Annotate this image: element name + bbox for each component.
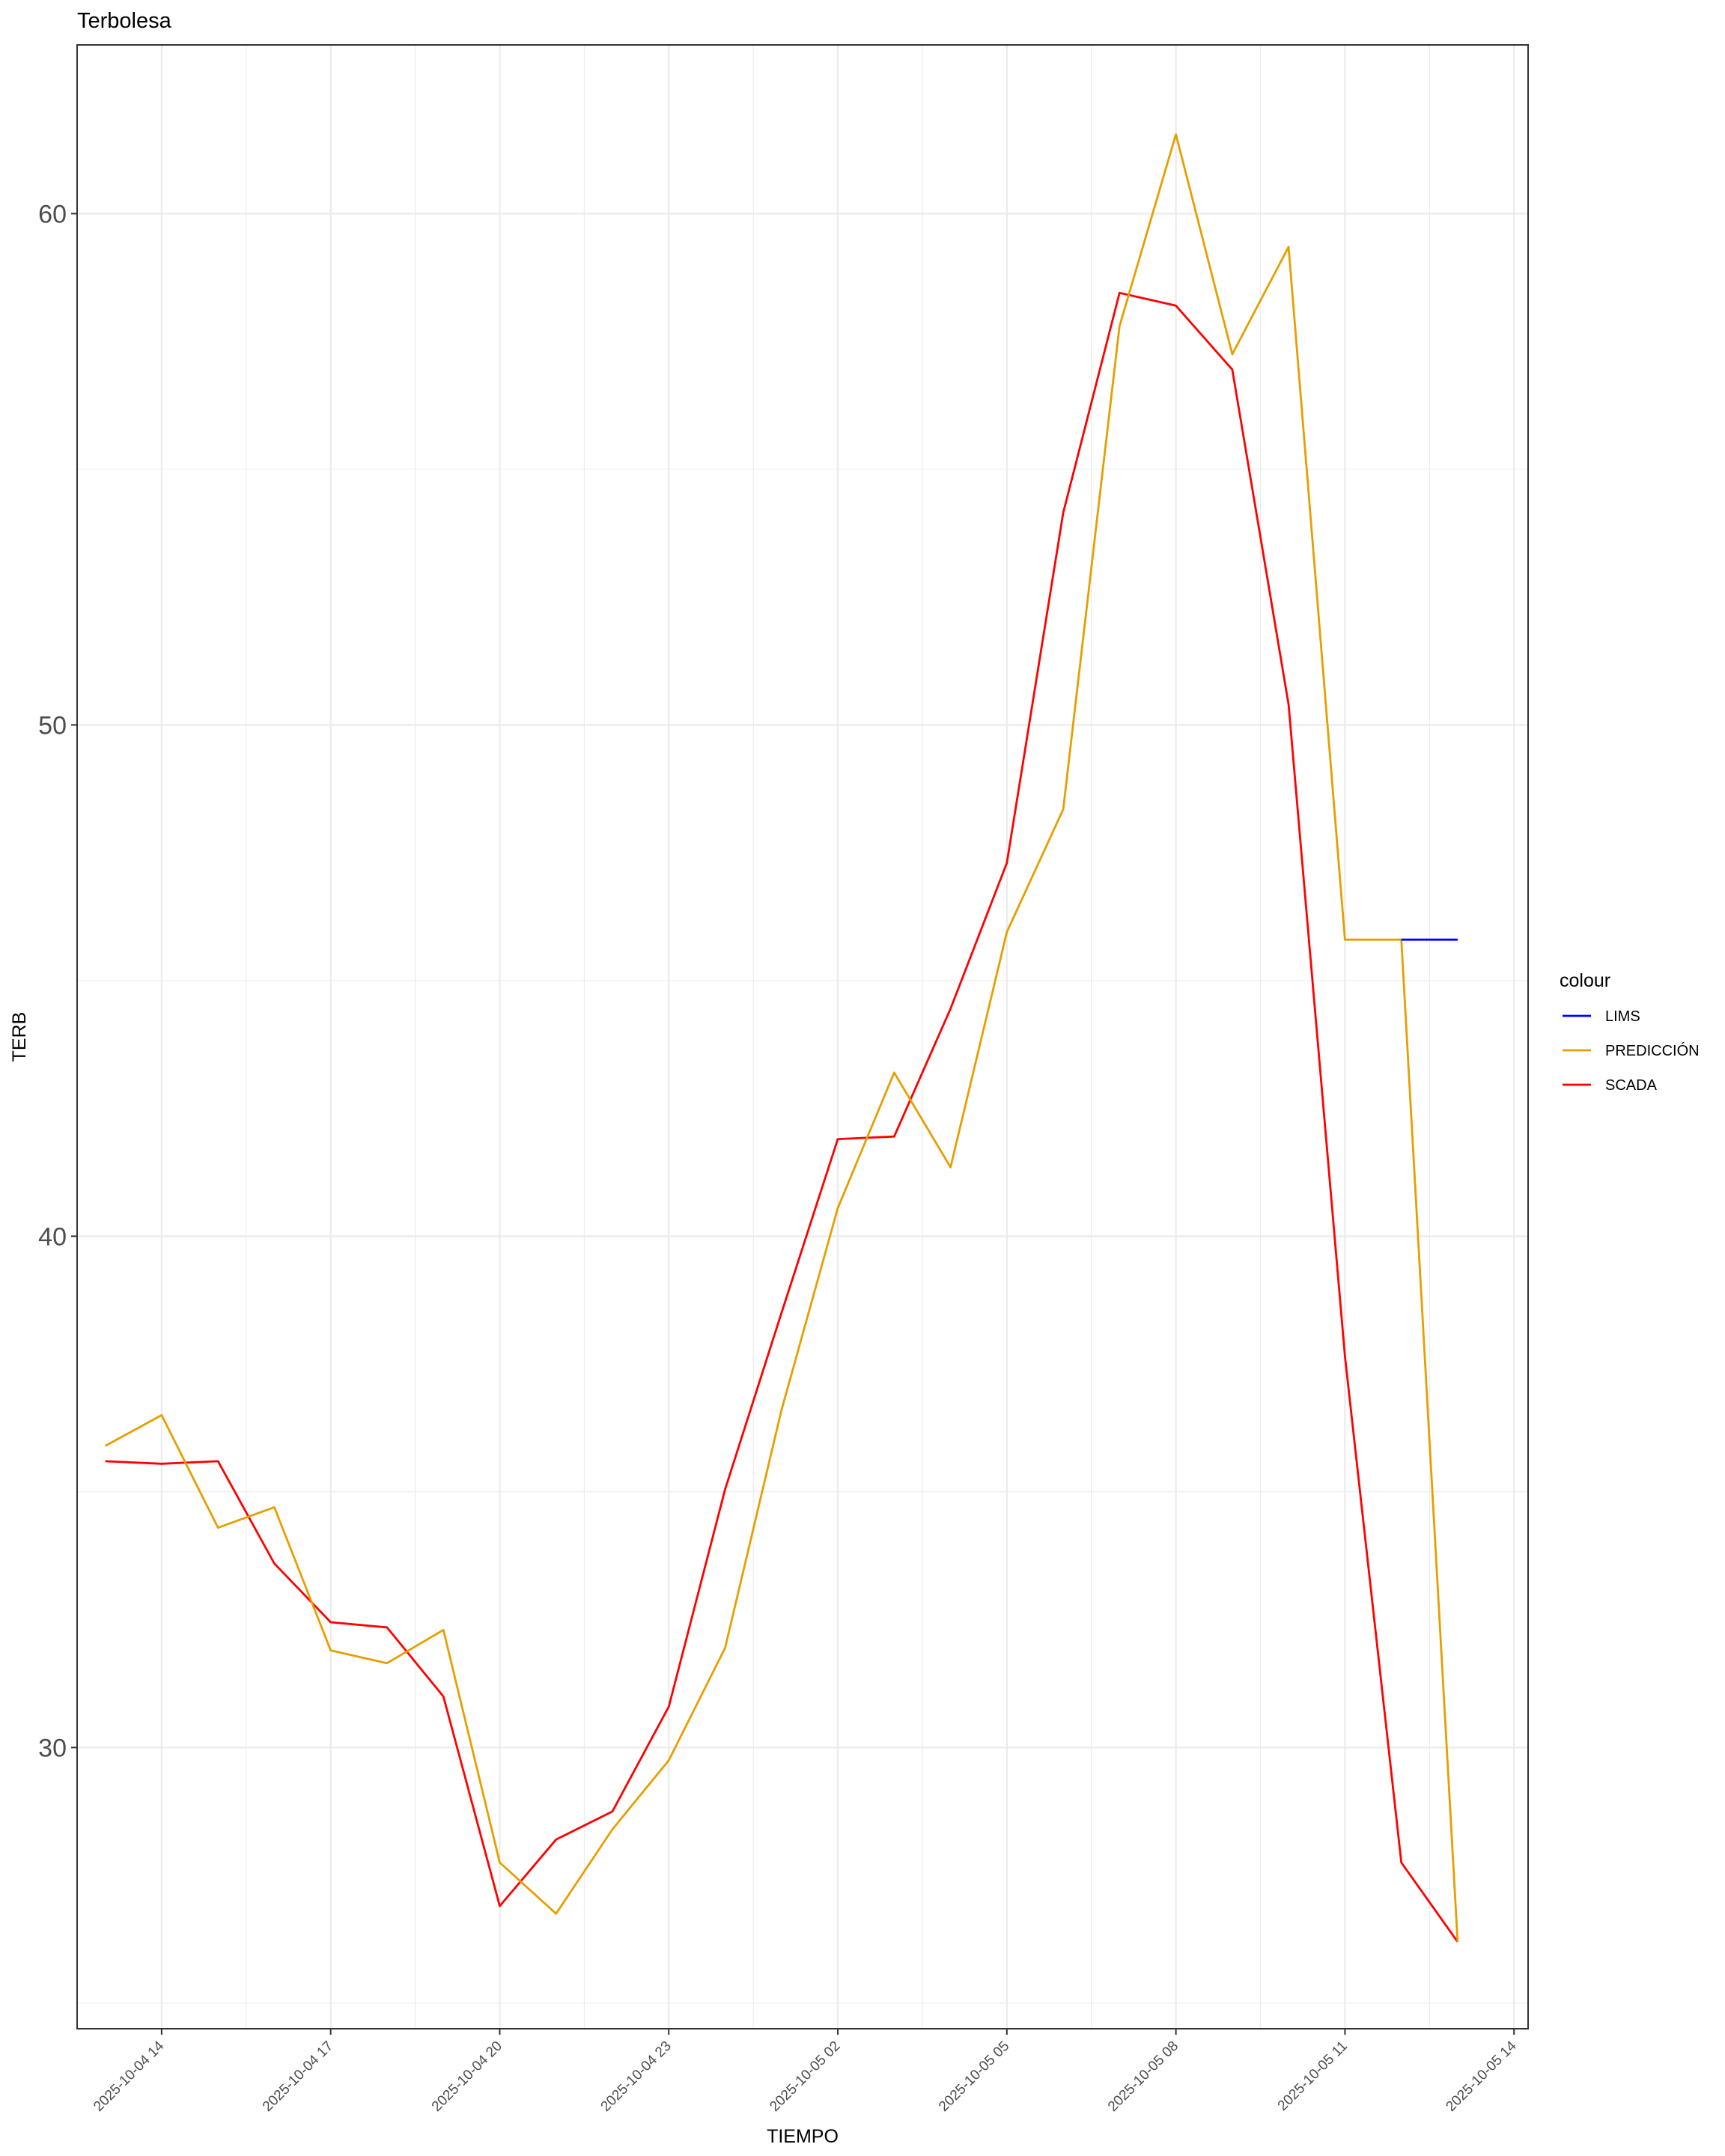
y-tick-label: 40	[38, 1222, 67, 1251]
legend-label: PREDICCIÓN	[1605, 1042, 1700, 1059]
legend: colour LIMS PREDICCIÓN SCADA	[1560, 970, 1700, 1094]
series-line-scada	[105, 291, 1459, 1943]
legend-label: SCADA	[1605, 1077, 1658, 1094]
legend-label: LIMS	[1605, 1008, 1640, 1025]
y-tick-label: 50	[38, 711, 67, 740]
x-axis-label: TIEMPO	[767, 2126, 839, 2147]
legend-title: colour	[1560, 970, 1610, 991]
series-line-prediccin	[104, 133, 1459, 1942]
plot-panel	[77, 45, 1528, 2029]
y-axis: 30 40 50 60	[38, 200, 77, 1762]
chart-title: Terbolesa	[77, 9, 172, 33]
y-tick-label: 30	[38, 1734, 67, 1762]
series-layer	[104, 133, 1459, 1943]
y-tick-label: 60	[38, 200, 67, 228]
y-axis-label: TERB	[9, 1012, 30, 1062]
plot-border	[76, 44, 1529, 2029]
